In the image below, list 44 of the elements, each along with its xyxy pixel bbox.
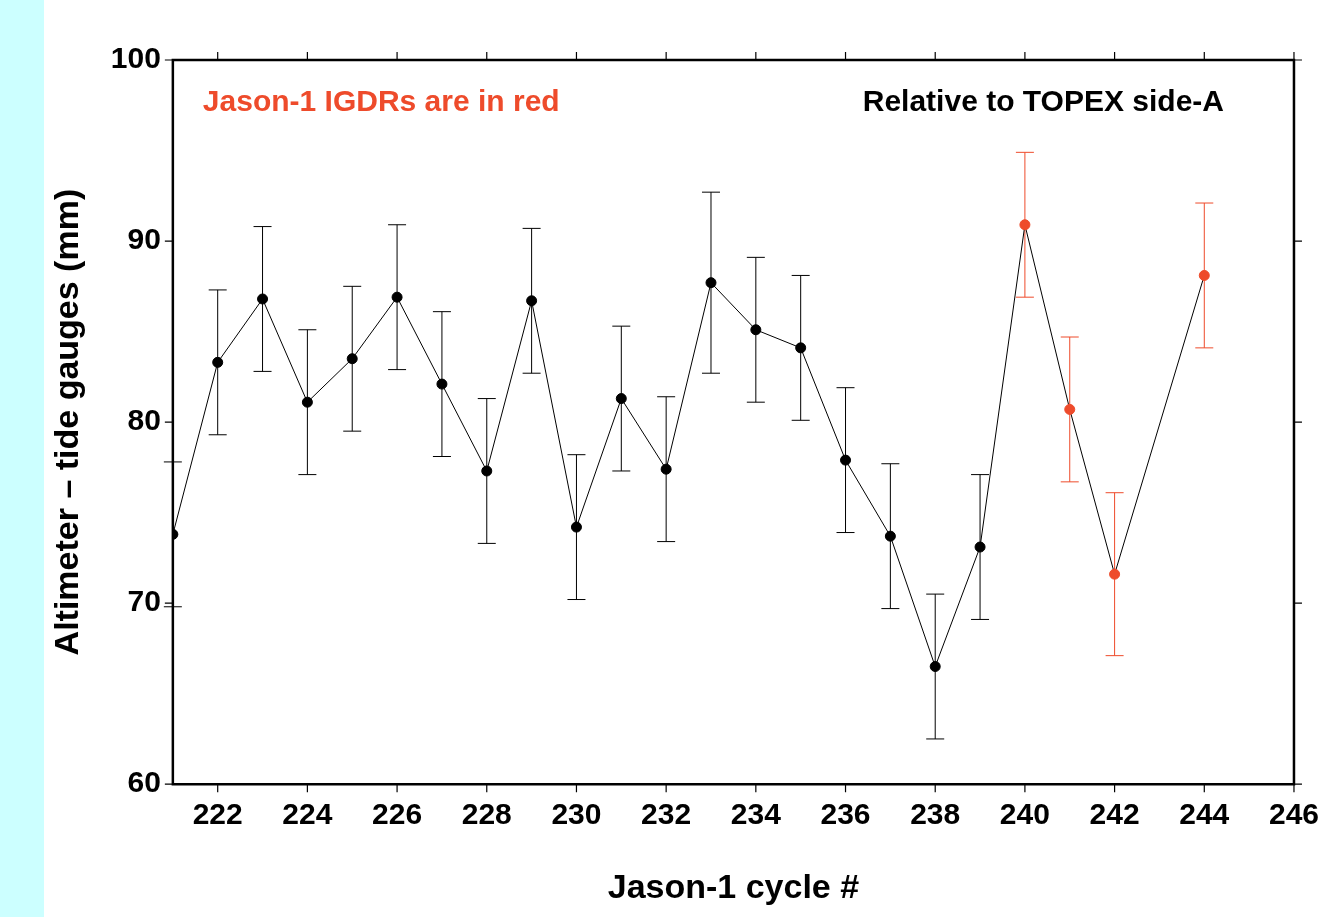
annotation: Relative to TOPEX side-A — [862, 84, 1224, 118]
point — [884, 530, 896, 542]
point — [795, 342, 807, 354]
x-tick-label: 234 — [730, 797, 782, 831]
x-tick-label: 232 — [641, 797, 692, 831]
point — [481, 465, 493, 477]
point — [615, 393, 627, 405]
point — [660, 463, 672, 475]
point — [212, 356, 224, 368]
x-axis-title: Jason-1 cycle # — [607, 866, 860, 905]
y-tick-label: 100 — [110, 41, 161, 75]
y-tick-label: 70 — [127, 584, 161, 618]
point — [840, 454, 852, 466]
x-tick-label: 240 — [999, 797, 1050, 831]
point — [257, 293, 269, 305]
x-tick-label: 228 — [461, 797, 512, 831]
x-tick-label: 244 — [1179, 797, 1230, 831]
point — [974, 541, 986, 553]
x-tick-label: 236 — [820, 797, 871, 831]
annotation: Jason-1 IGDRs are in red — [202, 84, 560, 118]
point — [570, 521, 582, 533]
point — [436, 378, 448, 390]
x-tick-label: 238 — [910, 797, 961, 831]
point — [1198, 269, 1210, 281]
x-tick-label: 242 — [1089, 797, 1140, 831]
point — [705, 277, 717, 289]
y-tick-label: 90 — [127, 222, 161, 256]
point — [929, 661, 941, 673]
point — [526, 295, 538, 307]
y-tick-label: 60 — [127, 765, 161, 799]
point — [391, 291, 403, 303]
x-tick-label: 246 — [1268, 797, 1319, 831]
point — [301, 396, 313, 408]
x-tick-label: 222 — [192, 797, 243, 831]
x-tick-label: 230 — [551, 797, 602, 831]
point — [1109, 568, 1121, 580]
point — [750, 324, 762, 336]
point — [1019, 219, 1031, 231]
x-tick-label: 224 — [282, 797, 333, 831]
y-axis-title: Altimeter – tide gauges (mm) — [46, 188, 85, 656]
point — [1064, 403, 1076, 415]
point — [346, 353, 358, 365]
x-tick-label: 226 — [372, 797, 423, 831]
y-tick-label: 80 — [127, 403, 161, 437]
